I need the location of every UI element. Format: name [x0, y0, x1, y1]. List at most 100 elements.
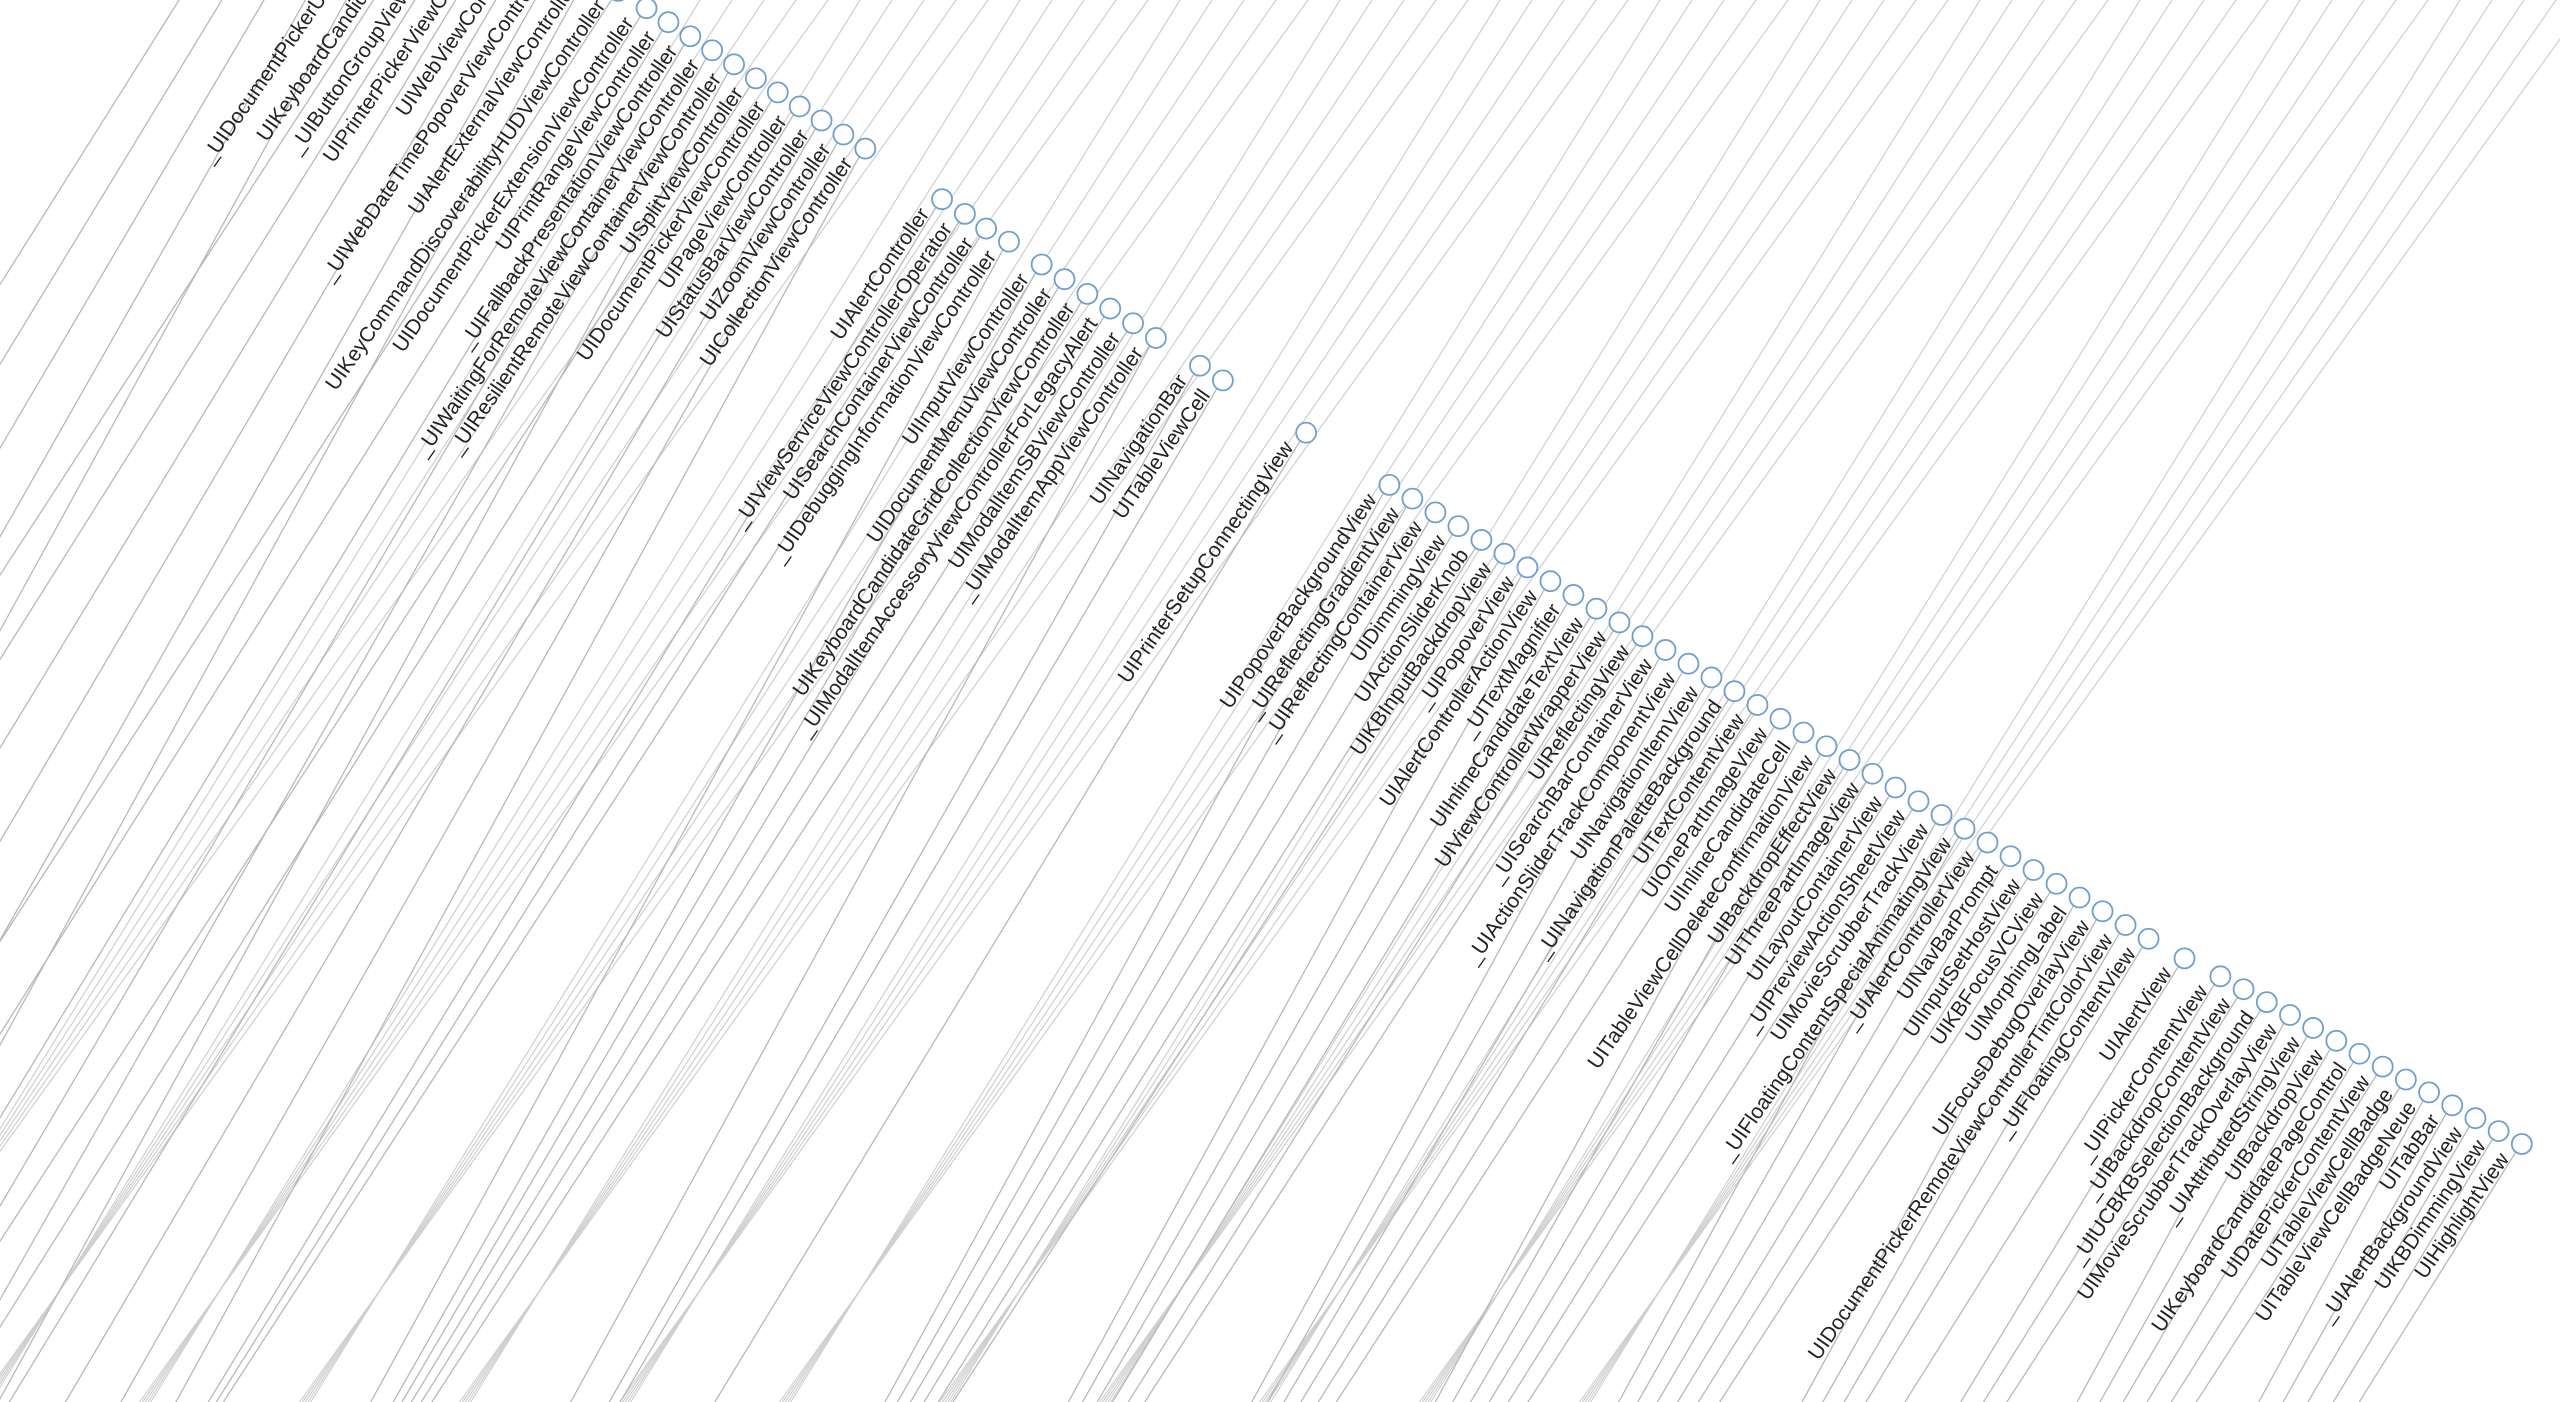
background-line — [299, 0, 1309, 1402]
background-line — [1099, 0, 2109, 1402]
background-line — [947, 0, 1853, 1402]
edge — [1697, 877, 2029, 1402]
node — [1930, 804, 1953, 826]
edge — [608, 373, 1195, 1402]
node — [1122, 312, 1144, 335]
background-line — [461, 0, 1437, 1402]
edge — [0, 0, 457, 750]
background-line — [301, 0, 1277, 1402]
background-line — [147, 0, 1053, 1402]
edge — [0, 0, 375, 577]
background-line — [784, 0, 1725, 1402]
edge — [0, 43, 685, 1208]
node — [1861, 762, 1884, 785]
node — [1030, 253, 1053, 276]
node — [1815, 735, 1838, 758]
background-line — [150, 0, 1021, 1402]
background-line — [307, 0, 1213, 1402]
node — [2255, 991, 2278, 1014]
edge — [0, 0, 613, 943]
node — [1493, 542, 1516, 565]
node — [766, 81, 789, 104]
node — [635, 0, 658, 20]
node — [854, 137, 877, 160]
background-line — [1270, 0, 2141, 1402]
node — [1953, 817, 1976, 840]
node — [1585, 597, 1608, 620]
background-line — [1581, 0, 2557, 1402]
edge — [923, 533, 1453, 1402]
edge — [64, 128, 817, 1402]
node — [1470, 529, 1493, 551]
nodes: UICollectionViewControllerUIZoomViewCont… — [196, 0, 2533, 1364]
edge — [1822, 918, 2098, 1402]
node — [1631, 625, 1654, 648]
background-line — [1587, 0, 2493, 1402]
node — [1099, 297, 1122, 320]
edge — [370, 249, 1004, 1402]
edge — [570, 345, 1151, 1402]
background-line — [0, 0, 765, 1143]
edge — [0, 0, 265, 450]
edge — [120, 142, 838, 1402]
node — [1976, 831, 1999, 854]
edge — [1470, 767, 1845, 1402]
background-line — [0, 0, 797, 1148]
background-line — [0, 0, 861, 1389]
background-line — [624, 0, 1565, 1402]
edge — [619, 388, 1218, 1402]
background-line — [144, 0, 1085, 1402]
node — [2325, 1029, 2348, 1052]
edge — [8, 114, 795, 1402]
background-line — [1107, 0, 2013, 1402]
node — [2302, 1017, 2325, 1039]
node — [1838, 749, 1861, 771]
edge — [1656, 850, 1983, 1402]
edge — [1618, 822, 1937, 1402]
node — [2394, 1068, 2417, 1091]
edge — [0, 0, 180, 286]
node — [1295, 421, 1318, 444]
edge — [0, 15, 642, 1036]
background-line — [459, 0, 1469, 1402]
node — [657, 11, 680, 34]
edge — [1904, 966, 2180, 1402]
background-line — [304, 0, 1245, 1402]
edge — [0, 57, 707, 1301]
node — [1792, 721, 1815, 744]
edge — [1144, 643, 1637, 1402]
background-line — [619, 0, 1629, 1402]
edge — [2122, 1048, 2331, 1402]
node — [1378, 473, 1401, 496]
background-line — [621, 0, 1597, 1402]
edge — [1081, 588, 1545, 1402]
edge — [420, 316, 1105, 1402]
node — [1700, 666, 1723, 689]
edge — [2076, 1022, 2285, 1402]
edge — [1452, 753, 1822, 1402]
background-line — [310, 0, 1181, 1402]
background-line — [0, 0, 989, 1375]
node — [2091, 900, 2114, 923]
node — [1145, 327, 1167, 349]
node — [2371, 1055, 2394, 1078]
background-line — [790, 0, 1661, 1402]
edge — [1719, 891, 2052, 1402]
node — [2279, 1004, 2301, 1026]
node — [2068, 886, 2091, 909]
edge — [0, 0, 536, 942]
node — [832, 123, 855, 146]
node — [2209, 965, 2232, 988]
node — [1746, 694, 1769, 716]
edge — [2146, 1061, 2355, 1402]
node — [1999, 845, 2022, 868]
background-line — [464, 0, 1405, 1402]
edge — [0, 72, 729, 1401]
background-line — [939, 0, 1949, 1402]
edge — [1434, 740, 1799, 1402]
edge — [0, 0, 223, 366]
background-line — [0, 0, 733, 1137]
node — [2348, 1042, 2371, 1065]
background-line — [470, 0, 1341, 1402]
